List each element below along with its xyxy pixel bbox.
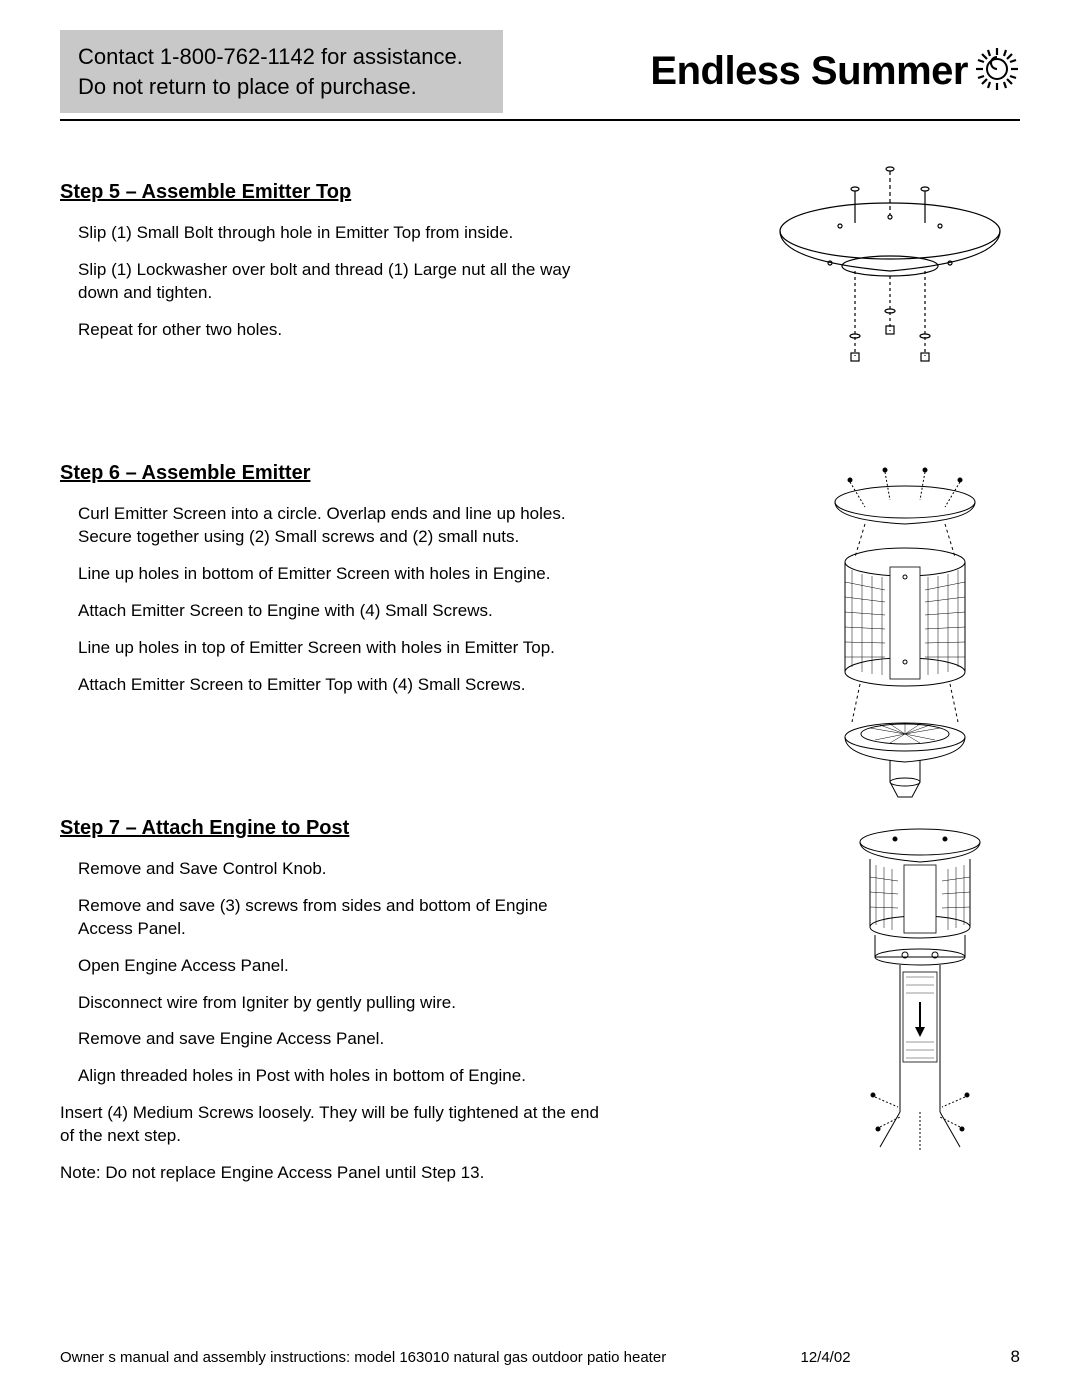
footer: Owner s manual and assembly instructions… — [60, 1347, 1020, 1367]
step-7: Step 7 – Attach Engine to Post Remove an… — [60, 817, 1020, 1185]
step-5-p1: Slip (1) Small Bolt through hole in Emit… — [78, 222, 600, 245]
step-7-p3: Open Engine Access Panel. — [78, 955, 600, 978]
step-6: Step 6 – Assemble Emitter Curl Emitter S… — [60, 462, 1020, 697]
step-7-p1: Remove and Save Control Knob. — [78, 858, 600, 881]
page: Contact 1-800-762-1142 for assistance. D… — [0, 0, 1080, 1397]
header-line1: Contact 1-800-762-1142 for assistance. — [78, 42, 463, 72]
header-bar: Contact 1-800-762-1142 for assistance. D… — [60, 30, 1020, 113]
step-6-p4: Line up holes in top of Emitter Screen w… — [78, 637, 600, 660]
step-7-p5: Remove and save Engine Access Panel. — [78, 1028, 600, 1051]
step-6-body: Curl Emitter Screen into a circle. Overl… — [60, 503, 600, 697]
header-line2: Do not return to place of purchase. — [78, 72, 463, 102]
step-7-body: Remove and Save Control Knob. Remove and… — [60, 858, 600, 1148]
step-5-body: Slip (1) Small Bolt through hole in Emit… — [60, 222, 600, 342]
footer-date: 12/4/02 — [800, 1349, 850, 1366]
footer-left: Owner s manual and assembly instructions… — [60, 1349, 760, 1366]
step-6-diagram — [790, 462, 1020, 802]
step-5-p3: Repeat for other two holes. — [78, 319, 600, 342]
step-7-p7: Insert (4) Medium Screws loosely. They w… — [60, 1102, 600, 1148]
sun-logo-icon — [974, 46, 1020, 97]
header-rule — [60, 119, 1020, 121]
brand-text: Endless Summer — [650, 49, 968, 94]
step-6-p2: Line up holes in bottom of Emitter Scree… — [78, 563, 600, 586]
content: Step 5 – Assemble Emitter Top Slip (1) S… — [60, 181, 1020, 1185]
step-7-p6: Align threaded holes in Post with holes … — [78, 1065, 600, 1088]
step-5: Step 5 – Assemble Emitter Top Slip (1) S… — [60, 181, 1020, 342]
brand: Endless Summer — [650, 46, 1020, 97]
header-callout: Contact 1-800-762-1142 for assistance. D… — [60, 30, 503, 113]
step-7-p2: Remove and save (3) screws from sides an… — [78, 895, 600, 941]
step-7-diagram — [820, 817, 1020, 1157]
footer-page: 8 — [1011, 1347, 1020, 1367]
step-6-p1: Curl Emitter Screen into a circle. Overl… — [78, 503, 600, 549]
step-6-p5: Attach Emitter Screen to Emitter Top wit… — [78, 674, 600, 697]
step-7-note: Note: Do not replace Engine Access Panel… — [60, 1162, 1020, 1185]
step-7-p4: Disconnect wire from Igniter by gently p… — [78, 992, 600, 1015]
step-6-p3: Attach Emitter Screen to Engine with (4)… — [78, 600, 600, 623]
step-5-diagram — [760, 161, 1020, 391]
step-5-p2: Slip (1) Lockwasher over bolt and thread… — [78, 259, 600, 305]
